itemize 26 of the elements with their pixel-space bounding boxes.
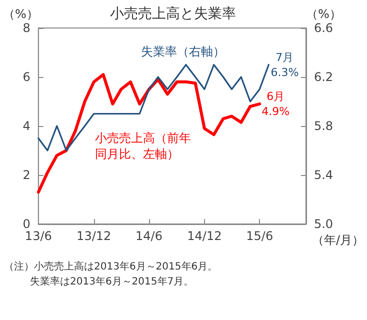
y2-tick-label: 5.8 [314, 119, 334, 133]
y-tick-label: 8 [22, 21, 30, 35]
x-tick-label: 13/6 [24, 229, 52, 243]
x-tick-label: 14/6 [136, 229, 162, 243]
y-tick-label: 2 [22, 168, 30, 182]
y-tick-label: 6 [22, 70, 30, 84]
text: 失業率は2013年6月～2015年7月。 [30, 276, 194, 288]
data-label: 6月 4.9% [262, 90, 290, 118]
x-tick-label: 13/12 [76, 229, 112, 243]
x-axis-title: （年/月） [312, 233, 364, 247]
x-tick-label: 15/6 [246, 229, 274, 243]
y2-tick-label: 5.4 [314, 168, 334, 182]
chart-title: 小売売上高と失業率 [110, 6, 236, 22]
text: （注）小売売上高は2013年6月～2015年6月。 [4, 260, 218, 272]
y-tick-label: 4 [22, 119, 30, 133]
y-axis-title: （%） [2, 7, 38, 21]
y-tick-label: 0 [22, 217, 30, 231]
y2-axis-title: （%） [306, 7, 342, 21]
x-tick-label: 14/12 [187, 229, 222, 243]
line-series [36, 73, 262, 194]
y2-tick-label: 6.6 [314, 21, 334, 35]
series-label: 小売売上高（前年同月比、左軸） [95, 130, 192, 161]
series-label: 失業率（右軸） [140, 44, 225, 59]
data-label: 7月 6.3% [270, 50, 299, 79]
y2-tick-label: 5.0 [314, 217, 334, 231]
y2-tick-label: 6.2 [314, 70, 334, 84]
